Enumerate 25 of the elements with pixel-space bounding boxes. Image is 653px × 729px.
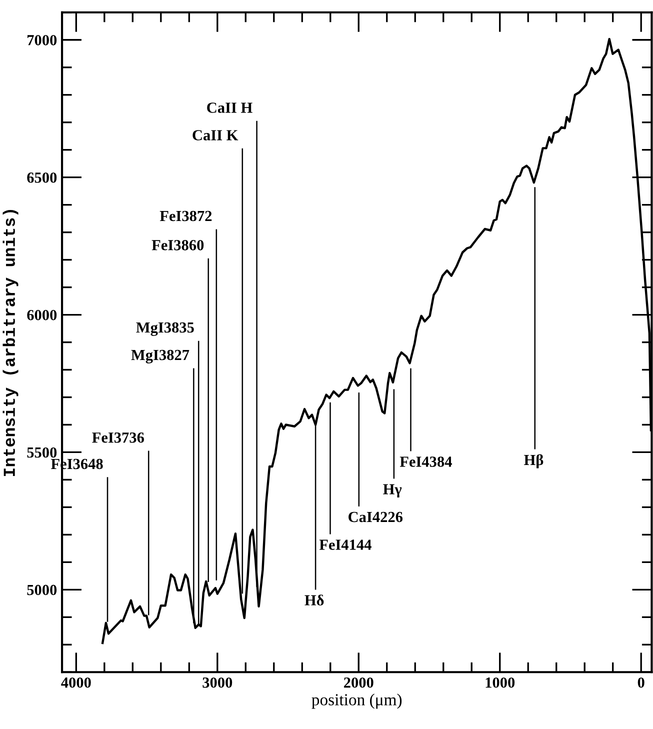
y-tick-label: 6000 (27, 310, 57, 320)
y-tick-label: 5000 (27, 584, 57, 596)
annotation: CaII K (192, 130, 238, 140)
annotation: MgI3827 (131, 350, 190, 364)
x-tick-label: 3000 (202, 677, 232, 688)
annotation: CaI4226 (348, 512, 403, 522)
annotation: Hδ (304, 594, 324, 606)
x-tick-label: 4000 (61, 677, 91, 688)
annotation: FeI3736 (92, 432, 144, 443)
x-axis-title: position (μm) (312, 694, 402, 709)
annotation: Hβ (524, 454, 544, 468)
x-tick-label: 2000 (344, 677, 374, 688)
annotation: FeI3872 (160, 210, 212, 222)
x-tick-label: 0 (638, 677, 644, 688)
annotation: Hγ (383, 484, 402, 498)
x-tick-label: 1000 (486, 677, 515, 688)
annotation: FeI3860 (152, 240, 204, 250)
annotation: FeI4384 (400, 456, 452, 467)
y-tick-label: 5500 (27, 447, 57, 458)
y-tick-label: 6500 (27, 172, 57, 183)
y-tick-label: 7000 (27, 35, 57, 46)
annotation: FeI4144 (319, 540, 372, 550)
annotation: MgI3835 (136, 322, 194, 336)
y-axis-title: Intensity (arbitrary units) (2, 210, 18, 476)
annotation: CaII H (207, 102, 252, 113)
